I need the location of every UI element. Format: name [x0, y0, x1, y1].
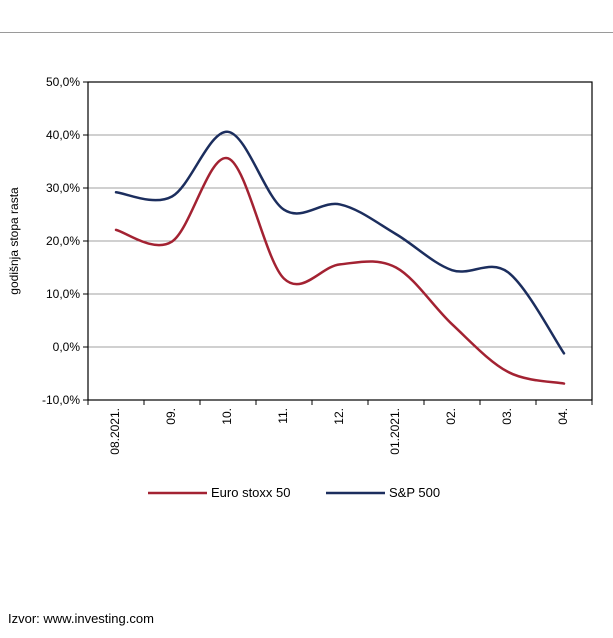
- x-tick-label: 04.: [556, 408, 570, 425]
- y-tick-label: 20,0%: [46, 234, 80, 248]
- x-tick-label: 09.: [164, 408, 178, 425]
- y-tick-label: 30,0%: [46, 181, 80, 195]
- legend-item-sp-500: S&P 500: [326, 485, 440, 500]
- series-line-euro-stoxx-50: [114, 157, 566, 385]
- x-axis-ticks: 08.2021. 09. 10. 11. 12. 01.2021. 02. 03. 04.: [87, 400, 593, 455]
- legend-label: Euro stoxx 50: [211, 485, 291, 500]
- x-tick-label: 08.2021.: [108, 408, 122, 455]
- y-tick-label: 0,0%: [53, 340, 81, 354]
- y-tick-label: 10,0%: [46, 287, 80, 301]
- y-tick-label: 50,0%: [46, 75, 80, 89]
- x-tick-label: 11.: [276, 408, 290, 424]
- y-axis-label: godišnja stopa rasta: [7, 187, 21, 295]
- y-tick-label: 40,0%: [46, 128, 80, 142]
- series-lines: [114, 130, 566, 385]
- legend-label: S&P 500: [389, 485, 440, 500]
- x-tick-label: 10.: [220, 408, 234, 425]
- legend-item-euro-stoxx-50: Euro stoxx 50: [148, 485, 291, 500]
- gridlines: [88, 81, 592, 401]
- series-line-sp-500: [114, 130, 566, 355]
- y-tick-label: -10,0%: [42, 393, 80, 407]
- source-note: Izvor: www.investing.com: [8, 611, 154, 626]
- x-tick-label: 12.: [332, 408, 346, 425]
- x-tick-label: 03.: [500, 408, 514, 425]
- legend: Euro stoxx 50 S&P 500: [148, 485, 440, 500]
- line-chart: -10,0% 0,0% 10,0% 20,0% 30,0% 40,0% 50,0% 08.2…: [7, 75, 593, 500]
- y-axis-ticks: -10,0% 0,0% 10,0% 20,0% 30,0% 40,0% 50,0%: [42, 75, 88, 407]
- x-tick-label: 02.: [444, 408, 458, 425]
- x-tick-label: 01.2021.: [388, 408, 402, 455]
- header-divider: [0, 32, 613, 33]
